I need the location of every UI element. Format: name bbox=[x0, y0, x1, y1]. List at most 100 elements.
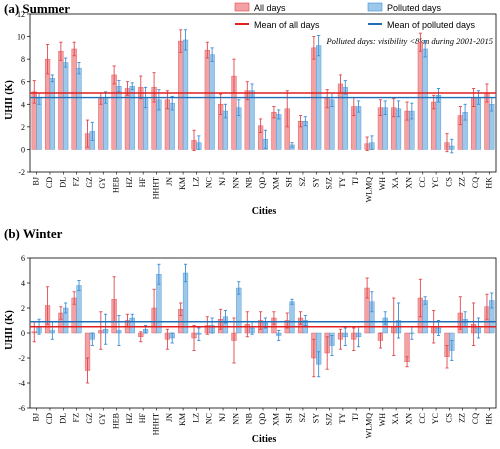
winter-x-tick-label: WLMQ bbox=[365, 413, 374, 439]
winter-y-tick-label: 0 bbox=[21, 329, 25, 338]
summer-x-tick-label: SZ bbox=[298, 177, 307, 186]
legend-all-days-label: All days bbox=[254, 3, 286, 13]
summer-bar-all-days bbox=[98, 98, 104, 150]
summer-x-tick-label: SJZ bbox=[325, 177, 334, 190]
winter-plot-area: -6 -4 -2 0 2 4 6 BJ CD DL FZ GZ GY HEB HZ HF HHHT JN KM LZ N… bbox=[18, 254, 497, 439]
summer-x-tick-label: NN bbox=[231, 177, 240, 189]
winter-y-tick-label: -6 bbox=[18, 404, 25, 413]
summer-y-tick-label: 6 bbox=[21, 78, 25, 87]
summer-x-tick-label: WLMQ bbox=[365, 177, 374, 203]
winter-x-tick-label: SY bbox=[311, 413, 320, 423]
summer-x-tick-label: DL bbox=[58, 177, 67, 188]
summer-x-tick-label: NJ bbox=[218, 177, 227, 186]
summer-x-axis-label: Cities bbox=[252, 206, 277, 217]
summer-note: Polluted days: visibility <8km during 20… bbox=[325, 36, 493, 46]
winter-x-tick-label: XA bbox=[391, 413, 400, 425]
winter-x-tick-label: HEB bbox=[112, 413, 121, 429]
summer-x-tick-label: KM bbox=[178, 177, 187, 190]
summer-bar-polluted-days bbox=[475, 97, 482, 150]
summer-x-tick-label: QD bbox=[258, 177, 267, 189]
legend-mean-polluted-label: Mean of polluted days bbox=[387, 20, 476, 30]
summer-bar-polluted-days bbox=[435, 95, 442, 150]
summer-x-tick-label: SH bbox=[285, 177, 294, 187]
summer-x-tick-label: CD bbox=[45, 177, 54, 188]
winter-y-tick-label: -4 bbox=[18, 379, 25, 388]
winter-x-tick-label: CC bbox=[418, 413, 427, 424]
summer-bar-all-days bbox=[58, 51, 64, 150]
winter-y-tick-label: 4 bbox=[21, 279, 25, 288]
summer-x-tick-label: HZ bbox=[125, 177, 134, 188]
winter-x-tick-label: NN bbox=[231, 413, 240, 425]
winter-x-tick-label: NJ bbox=[218, 413, 227, 422]
winter-x-tick-label: TY bbox=[338, 413, 347, 424]
winter-x-tick-label: SZ bbox=[298, 413, 307, 422]
winter-x-tick-label: HHHT bbox=[151, 413, 160, 435]
winter-x-tick-label: HZ bbox=[125, 413, 134, 424]
summer-bar-polluted-days bbox=[103, 97, 109, 150]
summer-x-tick-label: HK bbox=[484, 177, 493, 189]
winter-x-tick-label: YC bbox=[431, 413, 440, 424]
summer-bar-all-days bbox=[178, 40, 184, 150]
winter-x-tick-label: ZZ bbox=[458, 413, 467, 423]
summer-legend: All days Polluted days Mean of all days … bbox=[234, 2, 476, 30]
summer-bar-all-days bbox=[204, 49, 210, 150]
winter-x-tick-label: GZ bbox=[85, 413, 94, 424]
summer-y-axis-label: UHII (K) bbox=[4, 80, 15, 120]
winter-x-tick-label: SJZ bbox=[325, 413, 334, 426]
summer-bar-polluted-days bbox=[36, 98, 42, 150]
winter-bar-polluted-days bbox=[422, 300, 428, 334]
winter-y-tick-label: 6 bbox=[21, 254, 25, 263]
summer-bar-polluted-days bbox=[249, 90, 255, 150]
winter-x-tick-label: GY bbox=[98, 413, 107, 425]
summer-x-tick-label: BJ bbox=[32, 177, 41, 185]
summer-plot-area: -2 0 2 4 6 8 10 12 BJ CD DL FZ GZ GY HEB HZ HF HHHT JN KM LZ… bbox=[17, 10, 497, 203]
summer-x-tick-label: FZ bbox=[72, 177, 81, 186]
legend-polluted-days-swatch bbox=[367, 2, 383, 12]
summer-y-tick-label: -2 bbox=[18, 168, 25, 177]
winter-x-tick-label: XN bbox=[404, 413, 413, 425]
winter-x-tick-label: SH bbox=[285, 413, 294, 423]
summer-bar-polluted-days bbox=[76, 67, 82, 150]
summer-x-tick-label: XM bbox=[271, 177, 280, 190]
summer-x-tick-label: YC bbox=[431, 177, 440, 188]
winter-x-tick-label: TJ bbox=[351, 413, 360, 421]
winter-x-tick-label: WH bbox=[378, 413, 387, 427]
winter-x-tick-label: CD bbox=[45, 413, 54, 424]
summer-bar-polluted-days bbox=[329, 99, 335, 150]
winter-x-tick-label: KM bbox=[178, 413, 187, 426]
summer-x-tick-label: CQ bbox=[471, 177, 480, 188]
summer-x-tick-label: HF bbox=[138, 176, 147, 187]
summer-y-tick-label: 8 bbox=[21, 55, 25, 64]
summer-x-tick-label: LZ bbox=[191, 177, 200, 187]
summer-y-tick-label: 2 bbox=[21, 123, 25, 132]
summer-x-tick-label: WH bbox=[378, 177, 387, 191]
winter-x-tick-label: HF bbox=[138, 412, 147, 423]
winter-x-tick-label: BJ bbox=[32, 413, 41, 421]
summer-x-tick-label: HHHT bbox=[151, 177, 160, 199]
summer-x-tick-label: ZZ bbox=[458, 177, 467, 187]
summer-bar-all-days bbox=[417, 42, 423, 150]
winter-x-axis-label: Cities bbox=[252, 434, 277, 445]
winter-x-tick-label: QD bbox=[258, 413, 267, 425]
summer-bar-polluted-days bbox=[209, 54, 215, 150]
winter-x-tick-label: HK bbox=[484, 413, 493, 425]
summer-x-tick-label: NC bbox=[205, 177, 214, 188]
winter-x-tick-label: DL bbox=[58, 413, 67, 424]
winter-panel: (b) Winter UHII (K) Cities bbox=[4, 226, 276, 445]
legend-polluted-days-label: Polluted days bbox=[387, 3, 442, 13]
summer-x-tick-label: TY bbox=[338, 177, 347, 188]
winter-x-tick-label: LZ bbox=[191, 413, 200, 423]
summer-bar-polluted-days bbox=[342, 87, 348, 150]
summer-x-tick-label: XN bbox=[404, 177, 413, 189]
summer-bar-all-days bbox=[311, 47, 317, 150]
summer-panel: (a) Summer UHII (K) Cities Polluted days… bbox=[4, 1, 493, 217]
summer-x-tick-label: GY bbox=[98, 177, 107, 189]
summer-bar-all-days bbox=[337, 83, 344, 150]
winter-y-tick-label: -2 bbox=[18, 354, 25, 363]
winter-x-tick-label: FZ bbox=[72, 413, 81, 422]
legend-all-days-swatch bbox=[234, 2, 250, 12]
summer-y-tick-label: 12 bbox=[17, 10, 25, 19]
winter-panel-title: (b) Winter bbox=[4, 226, 63, 241]
summer-x-tick-label: TJ bbox=[351, 177, 360, 185]
summer-x-tick-label: GZ bbox=[85, 177, 94, 188]
